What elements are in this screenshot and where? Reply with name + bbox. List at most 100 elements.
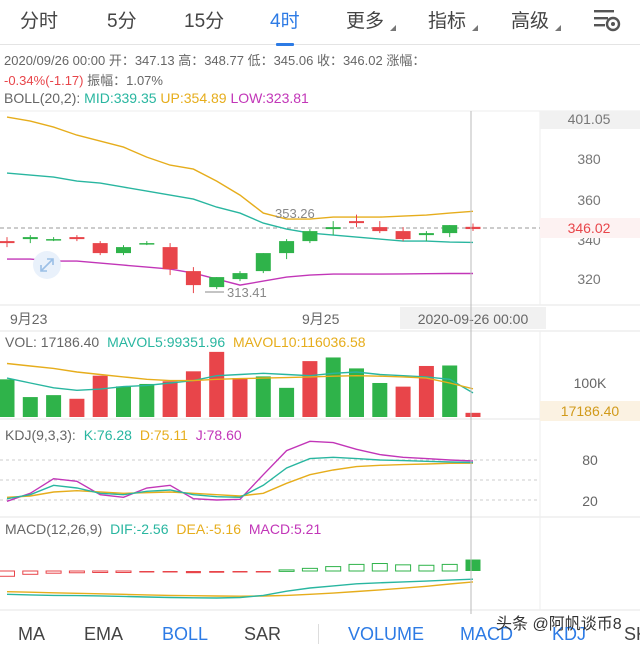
kline-chart[interactable]: 401.05 380 360 340 320 346.02 353.26 313…: [0, 0, 640, 614]
volume-bar: [395, 386, 411, 417]
volume-bar: [92, 375, 108, 417]
tab-indicators[interactable]: 指标: [428, 6, 479, 33]
kdj-legend: KDJ(9,3,3): K:76.28 D:75.11 J:78.60: [5, 427, 242, 443]
vol-axis-tick: 100K: [574, 375, 607, 391]
candle-body: [232, 273, 248, 280]
tab-4hour[interactable]: 4时: [270, 6, 300, 46]
candle-body: [185, 271, 201, 286]
kdj-k: K:76.28: [84, 427, 132, 443]
macd-dea-line: [6, 581, 474, 597]
tab-5min[interactable]: 5分: [107, 11, 137, 32]
indicator-macd[interactable]: MACD: [460, 624, 513, 644]
macd-bar: [441, 563, 458, 572]
boll-low: LOW:323.81: [230, 90, 309, 106]
candle-body: [279, 241, 295, 254]
macd-bar: [255, 571, 271, 573]
crosshair-date: 2020-09-26 00:00: [418, 311, 529, 327]
candle-body: [395, 231, 411, 240]
watermark: 头条 @阿帆谈币8: [496, 616, 622, 633]
date-tick: 9月23: [10, 311, 48, 327]
macd-bar: [418, 564, 435, 572]
macd-bar: [232, 571, 248, 573]
price-tick: 360: [577, 192, 601, 208]
indicator-kdj[interactable]: KDJ: [552, 624, 587, 644]
macd-bar: [278, 569, 295, 572]
candle-body: [349, 221, 364, 224]
volume-bar: [185, 371, 201, 417]
date-tick: 9月25: [302, 311, 340, 327]
candle-body: [209, 277, 225, 288]
volume-bar: [232, 378, 248, 417]
volume-bar: [162, 381, 178, 417]
volume-bar: [442, 365, 458, 417]
macd-bar: [465, 559, 481, 571]
tab-advanced[interactable]: 高级: [511, 6, 562, 33]
indicator-ema[interactable]: EMA: [84, 624, 124, 644]
boll-up: UP:354.89: [160, 90, 227, 106]
tab-more[interactable]: 更多: [346, 6, 397, 33]
volume-bar: [22, 397, 38, 417]
candle-body: [0, 241, 15, 244]
indicator-ma[interactable]: MA: [18, 624, 45, 644]
macd-bar: [395, 564, 412, 572]
kdj-d-line: [6, 462, 474, 498]
volume-bar: [418, 365, 434, 417]
volume-bar: [0, 379, 15, 417]
indicator-sar[interactable]: SAR: [244, 624, 282, 644]
zoom-expand-icon[interactable]: [33, 251, 61, 279]
indicator-boll[interactable]: BOLL: [162, 624, 209, 644]
candle-body: [69, 237, 85, 240]
volume-bar: [255, 376, 271, 417]
candle-body: [22, 237, 38, 240]
mavol5-label: MAVOL5:99351.96: [107, 334, 225, 350]
indicator-volume[interactable]: VOLUME: [348, 624, 425, 644]
kdj-j-line: [6, 440, 474, 502]
candle-body: [139, 243, 155, 245]
dropdown-corner-icon: [390, 25, 397, 31]
volume-bar: [372, 382, 388, 417]
candle-body: [92, 243, 108, 254]
macd-bar: [209, 571, 225, 573]
macd-dif-line: [6, 578, 474, 599]
mavol10-line: [6, 362, 474, 390]
period-tab-bar: 分时 5分 15分 4时 更多 指标 高级: [0, 0, 640, 46]
tab-indicators-label: 指标: [428, 11, 467, 32]
macd-bar: [325, 566, 342, 572]
boll-mid: MID:339.35: [84, 90, 157, 106]
tab-15min[interactable]: 15分: [184, 11, 225, 32]
price-tick: 401.05: [568, 111, 611, 127]
macd-bar: [115, 570, 132, 573]
vol-legend: VOL: 17186.40 MAVOL5:99351.96 MAVOL10:11…: [5, 334, 366, 350]
change-value: -0.34%(-1.17): [4, 73, 84, 88]
macd-bar: [139, 571, 155, 573]
top-price-box: [540, 111, 640, 129]
low-price-mark: 313.41: [227, 285, 267, 300]
candle-body: [325, 227, 341, 230]
volume-bar: [279, 387, 295, 417]
candle-body: [46, 239, 62, 241]
boll-label: BOLL(20,2):: [4, 90, 81, 106]
macd-bar: [371, 563, 388, 572]
current-vol-label: 17186.40: [561, 403, 620, 419]
volume-bar: [302, 361, 318, 417]
candle-body: [116, 247, 131, 254]
macd-bar: [45, 570, 62, 574]
macd-label: MACD(12,26,9): [5, 521, 102, 537]
tab-timeshare[interactable]: 分时: [20, 11, 59, 32]
vol-label: VOL: 17186.40: [5, 334, 99, 350]
kdj-axis-tick: 20: [582, 493, 598, 509]
high-price-mark: 353.26: [275, 206, 315, 221]
boll-mid-line: [6, 172, 474, 244]
current-price-box: [540, 218, 640, 238]
macd-dif: DIF:-2.56: [110, 521, 169, 537]
macd-bar: [92, 570, 109, 573]
candle-body: [418, 233, 434, 236]
indicator-sk[interactable]: SK: [624, 624, 640, 644]
change-row: -0.34%(-1.17) 振幅：1.07%: [4, 70, 163, 89]
candle-body: [162, 247, 178, 270]
current-vol-box: [540, 401, 640, 421]
volume-bar: [349, 368, 364, 417]
macd-bar: [0, 570, 15, 577]
tab-more-label: 更多: [346, 11, 385, 32]
chart-settings-icon[interactable]: [592, 6, 622, 34]
